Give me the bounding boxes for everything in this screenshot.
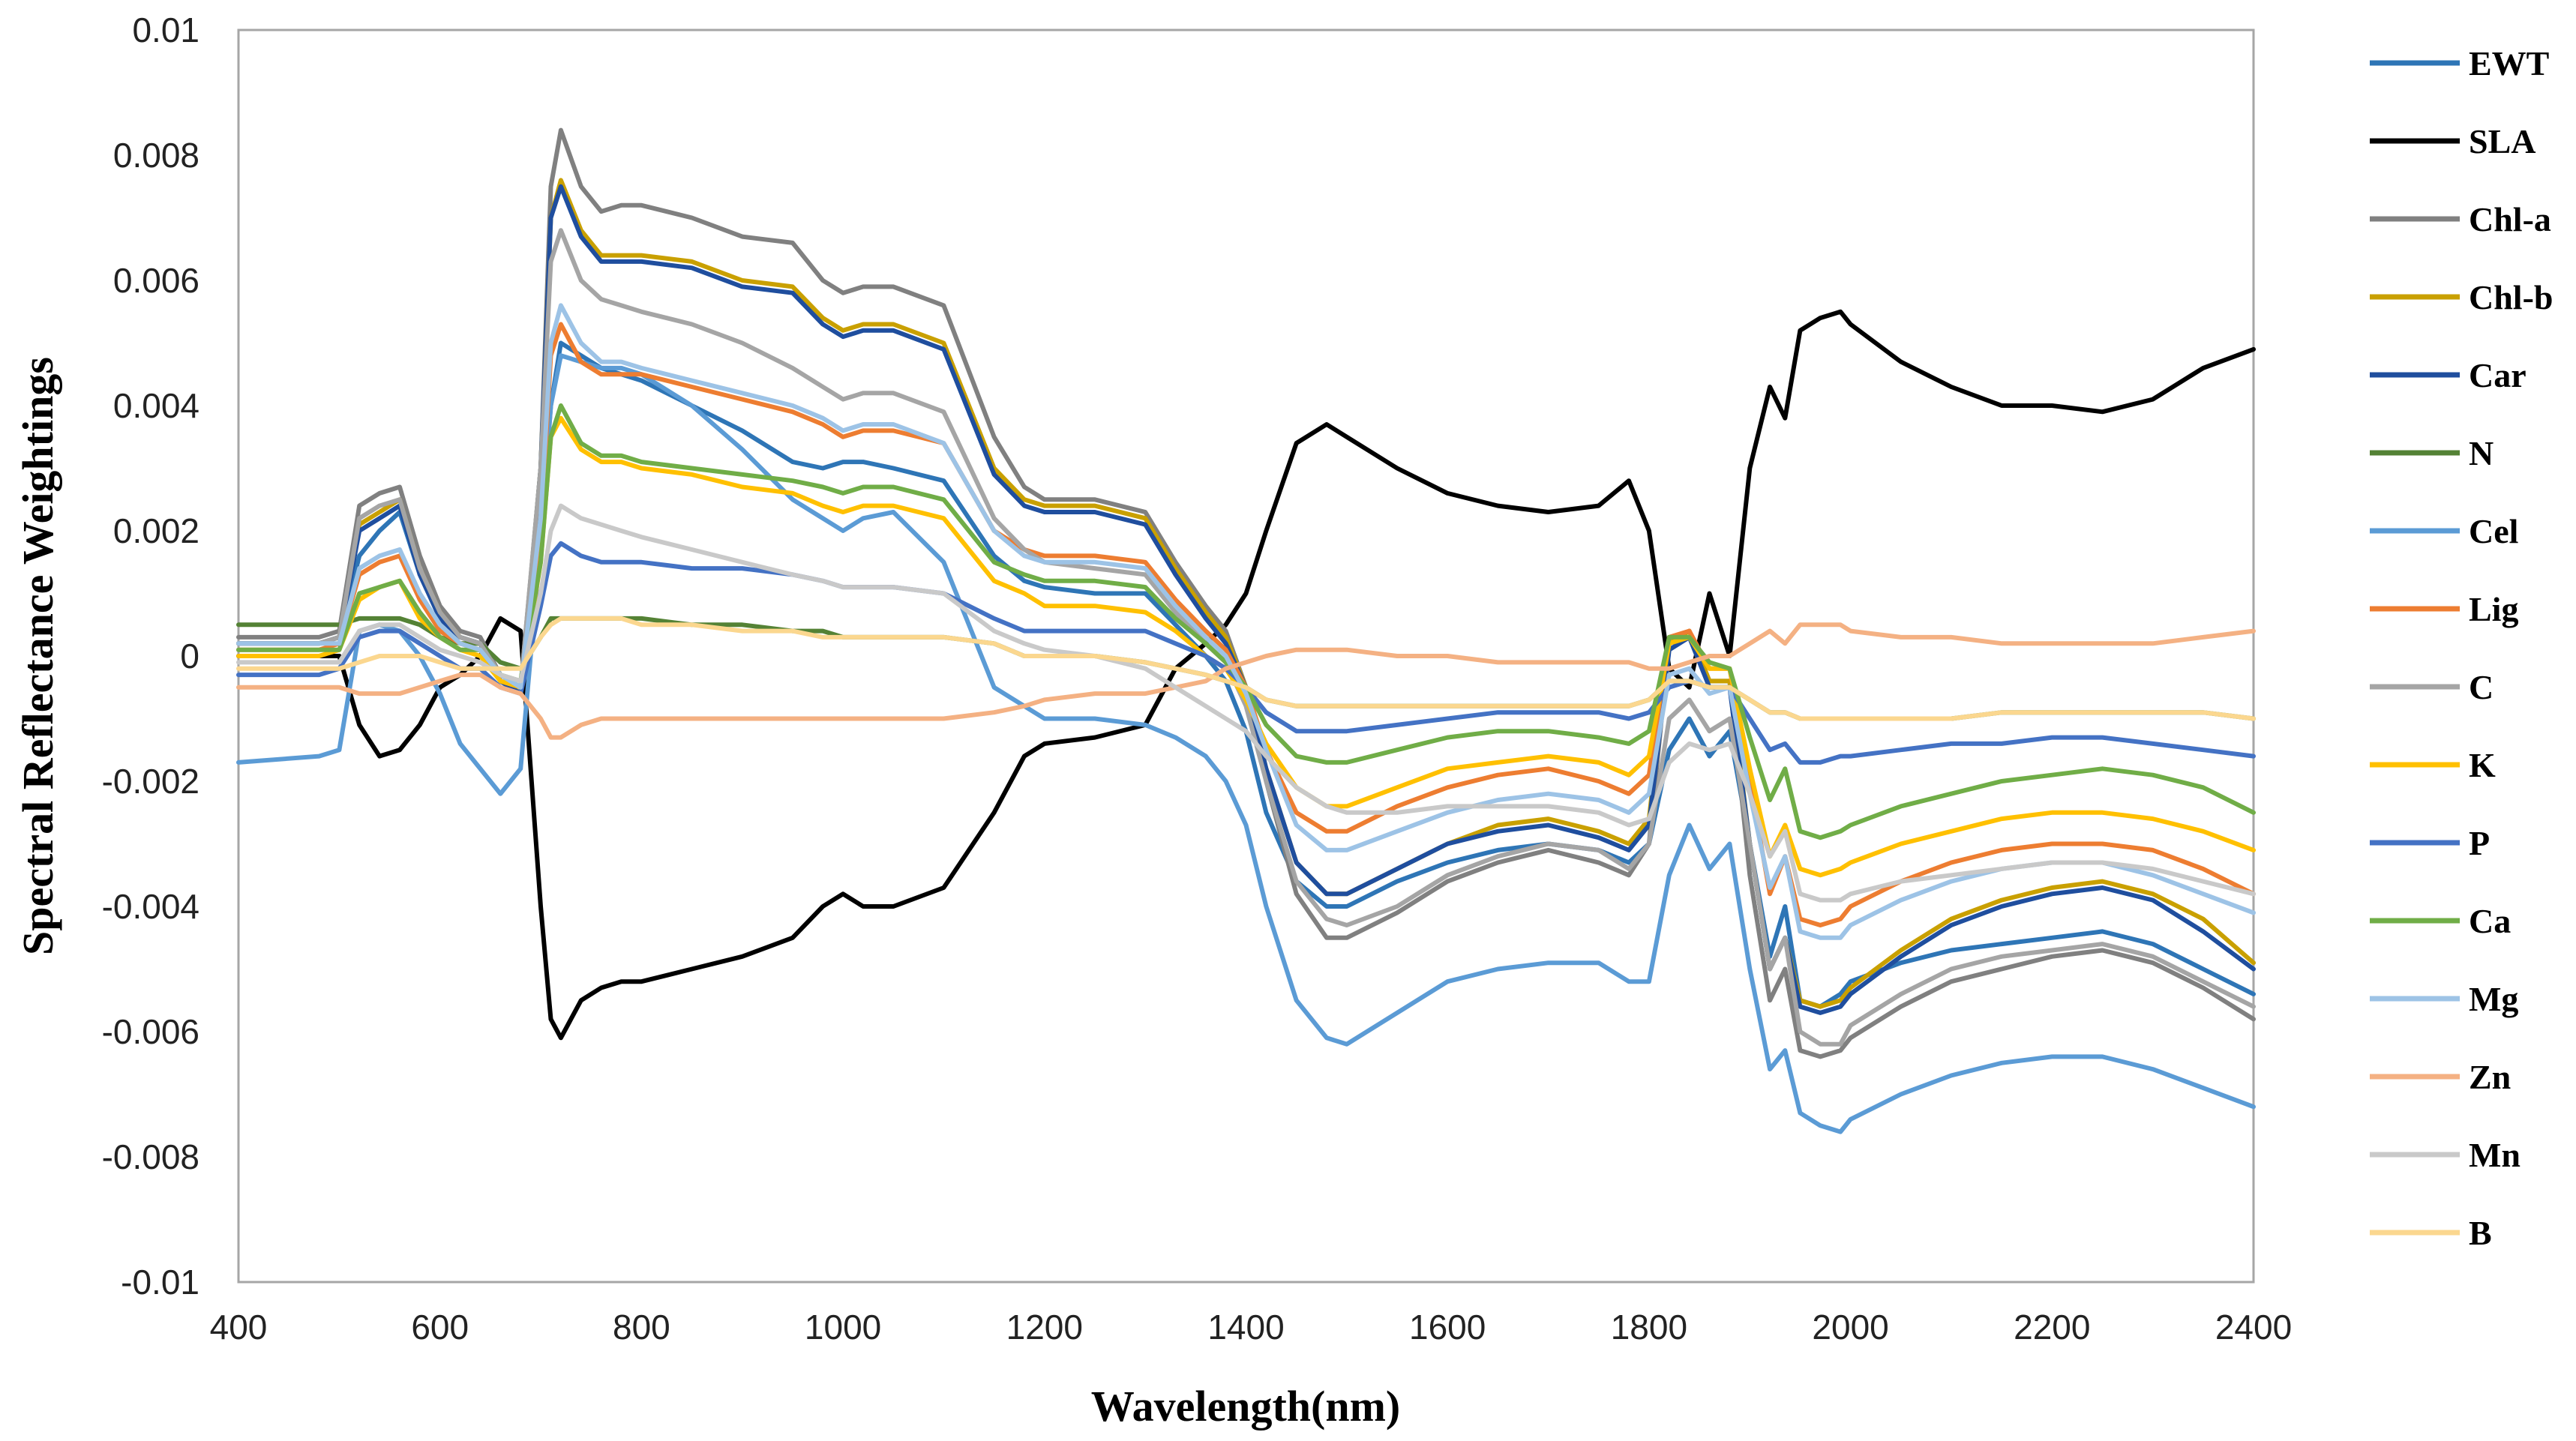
legend-label-ca: Ca xyxy=(2469,902,2511,940)
x-tick-label: 1000 xyxy=(805,1308,881,1347)
x-tick-label: 1400 xyxy=(1207,1308,1284,1347)
legend-label-mn: Mn xyxy=(2469,1136,2521,1174)
x-tick-label: 800 xyxy=(613,1308,670,1347)
x-tick-label: 2400 xyxy=(2215,1308,2292,1347)
y-tick-label: -0.004 xyxy=(102,887,199,926)
y-tick-label: -0.002 xyxy=(102,762,199,801)
x-tick-label: 1800 xyxy=(1611,1308,1687,1347)
y-axis-title: Spectral Reflectance Weightings xyxy=(13,357,62,955)
y-tick-label: 0.01 xyxy=(132,10,199,49)
legend-label-cel: Cel xyxy=(2469,512,2518,550)
legend-label-k: K xyxy=(2469,746,2496,784)
series-line-cel xyxy=(236,353,2256,1134)
legend-label-chl-a: Chl-a xyxy=(2469,200,2551,238)
y-tick-label: -0.006 xyxy=(102,1012,199,1051)
x-tick-label: 1600 xyxy=(1409,1308,1486,1347)
legend-label-ewt: EWT xyxy=(2469,44,2549,82)
x-tick-label: 2000 xyxy=(1812,1308,1888,1347)
y-tick-label: 0.006 xyxy=(113,261,199,300)
y-tick-label: 0.008 xyxy=(113,136,199,175)
series-line-sla xyxy=(236,309,2256,1041)
legend-label-zn: Zn xyxy=(2469,1058,2511,1096)
x-axis-ticks: 400 600 800 1000 1200 1400 1600 1800 2000 2200 240… xyxy=(210,1308,2293,1347)
legend-label-car: Car xyxy=(2469,356,2527,394)
legend-label-c: C xyxy=(2469,668,2494,706)
x-tick-label: 2200 xyxy=(2014,1308,2090,1347)
legend-label-p: P xyxy=(2469,824,2490,862)
legend-label-chl-b: Chl-b xyxy=(2469,278,2553,316)
x-axis-title: Wavelength(nm) xyxy=(1091,1382,1400,1431)
legend-label-lig: Lig xyxy=(2469,590,2518,628)
y-tick-label: -0.01 xyxy=(121,1263,199,1302)
series-line-mn xyxy=(236,503,2256,903)
series-line-mg xyxy=(236,303,2256,940)
series-line-b xyxy=(236,616,2256,721)
y-tick-label: -0.008 xyxy=(102,1137,199,1176)
legend-label-mg: Mg xyxy=(2469,980,2518,1018)
series-line-zn xyxy=(236,622,2256,740)
y-tick-label: 0.004 xyxy=(113,386,199,425)
y-tick-label: 0.002 xyxy=(113,511,199,550)
y-tick-label: 0 xyxy=(180,637,199,676)
legend-label-n: N xyxy=(2469,434,2494,472)
legend-label-sla: SLA xyxy=(2469,122,2536,160)
x-tick-label: 1200 xyxy=(1006,1308,1083,1347)
legend: EWT SLA Chl-a Chl-b Car N Cel Lig C K P Ca Mg Zn Mn B xyxy=(2370,44,2553,1252)
y-axis-ticks: 0.01 0.008 0.006 0.004 0.002 0 -0.002 -0.004 -0.… xyxy=(102,10,199,1302)
x-tick-label: 400 xyxy=(210,1308,268,1347)
x-tick-label: 600 xyxy=(411,1308,469,1347)
series-layer xyxy=(236,127,2256,1134)
legend-label-b: B xyxy=(2469,1214,2492,1252)
